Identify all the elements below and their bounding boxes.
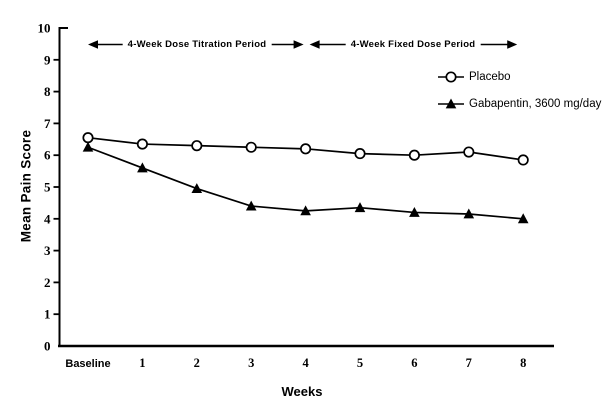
y-tick-label: 9 (44, 52, 51, 67)
y-tick-label: 8 (44, 84, 51, 99)
y-tick-label: 4 (44, 211, 51, 226)
x-tick-label: 1 (139, 356, 145, 370)
y-tick-label: 0 (44, 339, 51, 354)
legend: Placebo Gabapentin, 3600 mg/day (436, 70, 601, 111)
annotation-dose-titration-period: 4-Week Dose Titration Period (122, 39, 272, 50)
x-tick-label: Baseline (65, 358, 110, 370)
series-placebo (82, 132, 529, 166)
open-circle-marker-icon (438, 71, 464, 83)
y-tick-label: 2 (44, 275, 51, 290)
y-tick-label: 6 (44, 148, 51, 163)
series-gabapentin (82, 141, 529, 224)
x-tick-label: 3 (248, 356, 254, 370)
legend-label-placebo: Placebo (469, 71, 511, 83)
legend-item-placebo: Placebo (436, 70, 601, 84)
filled-triangle-marker-icon (438, 98, 464, 109)
x-tick-label: 4 (302, 356, 309, 370)
legend-item-gabapentin: Gabapentin, 3600 mg/day (436, 97, 601, 111)
x-tick-label: 8 (520, 356, 526, 370)
x-tick-label: 2 (194, 356, 200, 370)
x-tick-label: 7 (466, 356, 472, 370)
legend-label-gabapentin: Gabapentin, 3600 mg/day (469, 98, 602, 110)
x-axis-title: Weeks (281, 384, 323, 399)
y-tick-label: 7 (44, 116, 51, 131)
y-tick-label: 3 (44, 243, 51, 258)
axes: 0 1 2 3 4 5 6 7 8 9 10 Baseline 1 2 3 4 5 6 7 8 (38, 21, 554, 370)
x-tick-label: 6 (411, 356, 417, 370)
y-tick-label: 5 (44, 180, 51, 195)
x-tick-label: 5 (357, 356, 363, 370)
y-tick-label: 1 (44, 307, 51, 322)
annotation-fixed-dose-period: 4-Week Fixed Dose Period (345, 39, 481, 50)
y-tick-label: 10 (38, 21, 51, 36)
y-axis-title: Mean Pain Score (18, 129, 34, 243)
